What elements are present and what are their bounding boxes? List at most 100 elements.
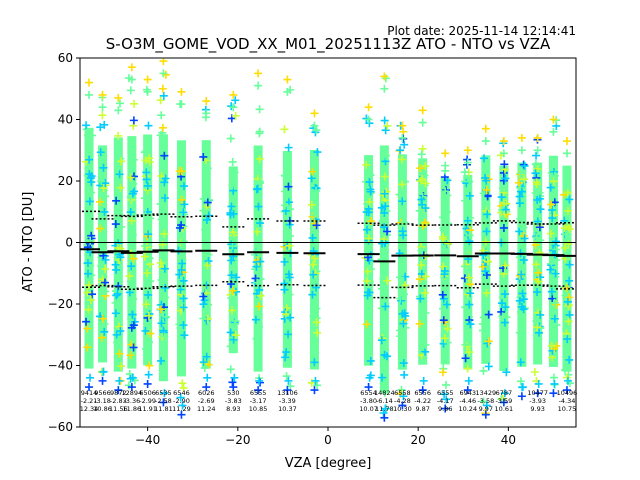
data-point: [498, 394, 507, 403]
data-point: [256, 291, 265, 300]
data-point: [421, 340, 430, 349]
data-point: [500, 160, 509, 169]
bin-stat-std: 10.30: [393, 405, 412, 413]
data-point: [140, 241, 149, 250]
data-point: [255, 105, 264, 114]
bin-low-point: [464, 376, 473, 385]
data-point: [565, 310, 574, 319]
data-point: [418, 200, 427, 209]
data-point: [140, 252, 149, 261]
data-point: [128, 230, 137, 239]
data-point: [547, 341, 556, 350]
data-point: [417, 261, 426, 270]
data-point: [204, 257, 213, 266]
data-point: [157, 276, 166, 285]
data-point: [366, 185, 375, 194]
bin-8-points: [226, 90, 241, 392]
data-point: [482, 289, 491, 298]
bin-min-point: [364, 383, 373, 392]
bin-low-point: [365, 373, 374, 382]
data-point: [381, 202, 390, 211]
data-point: [310, 211, 319, 220]
data-point: [536, 310, 545, 319]
data-point: [282, 291, 291, 300]
data-point: [564, 222, 573, 231]
data-point: [156, 258, 165, 267]
data-point: [179, 276, 188, 285]
bin-23-points: [560, 137, 574, 395]
data-point: [228, 234, 237, 243]
data-point: [254, 214, 263, 223]
data-point: [417, 150, 426, 159]
data-point: [98, 244, 107, 253]
bin-stat-std: 9.97: [479, 405, 493, 413]
data-point: [126, 351, 135, 360]
data-point: [145, 361, 154, 370]
data-point: [115, 170, 124, 179]
data-point: [484, 362, 493, 371]
data-point: [501, 261, 510, 270]
bin-stat-std: 10.75: [558, 405, 577, 413]
data-point: [465, 300, 474, 309]
data-point: [199, 152, 208, 161]
data-point: [499, 277, 508, 286]
bin-stat-std: 11.81: [154, 405, 173, 413]
data-point: [253, 184, 262, 193]
data-point: [129, 179, 138, 188]
bin-2-points: [111, 93, 126, 395]
data-point: [99, 184, 108, 193]
data-point: [255, 129, 264, 138]
data-point: [84, 187, 93, 196]
bin-stat-count: 6556: [414, 389, 431, 397]
data-point: [415, 206, 424, 215]
data-point: [565, 195, 574, 204]
bin-stat-mean: -2.21: [81, 397, 98, 405]
data-point: [366, 171, 375, 180]
data-point: [533, 164, 542, 173]
y-tick-label: 40: [58, 113, 73, 127]
data-point: [365, 288, 374, 297]
bin-min-point: [143, 379, 152, 388]
bin-12-points: [361, 103, 375, 392]
data-point: [565, 355, 574, 364]
bin-5-points: [156, 58, 171, 407]
data-point: [231, 331, 240, 340]
data-point: [397, 221, 406, 230]
data-point: [364, 311, 373, 320]
data-point: [160, 193, 169, 202]
data-point: [158, 220, 167, 229]
bin-min-point: [562, 386, 571, 395]
data-point: [177, 145, 186, 154]
bin-high-point: [463, 158, 472, 167]
data-point: [180, 331, 189, 340]
data-point: [444, 219, 453, 228]
data-point: [284, 330, 293, 339]
bin-max-point: [310, 109, 319, 118]
data-point: [516, 214, 525, 223]
data-point: [415, 275, 424, 284]
data-point: [515, 271, 524, 280]
data-point: [113, 338, 122, 347]
x-tick-label: −40: [135, 433, 160, 447]
data-point: [380, 116, 389, 125]
bin-stat-mean: -3.36: [123, 397, 140, 405]
data-point: [364, 234, 373, 243]
bin-low-point: [203, 373, 212, 382]
data-point: [395, 190, 404, 199]
data-point: [111, 220, 120, 229]
data-point: [501, 174, 510, 183]
data-point: [396, 294, 405, 303]
bin-high-point: [562, 149, 571, 158]
bin-max-point: [143, 75, 152, 84]
data-point: [282, 310, 291, 319]
data-point: [502, 210, 511, 219]
bin-low-point: [99, 367, 108, 376]
bin-stat-mean: -4.17: [437, 397, 454, 405]
y-tick-label: −40: [48, 359, 73, 373]
data-point: [463, 364, 472, 373]
data-point: [442, 380, 451, 389]
data-point: [484, 310, 493, 319]
data-point: [364, 156, 373, 165]
bin-high-point: [202, 109, 211, 118]
data-point: [101, 192, 110, 201]
